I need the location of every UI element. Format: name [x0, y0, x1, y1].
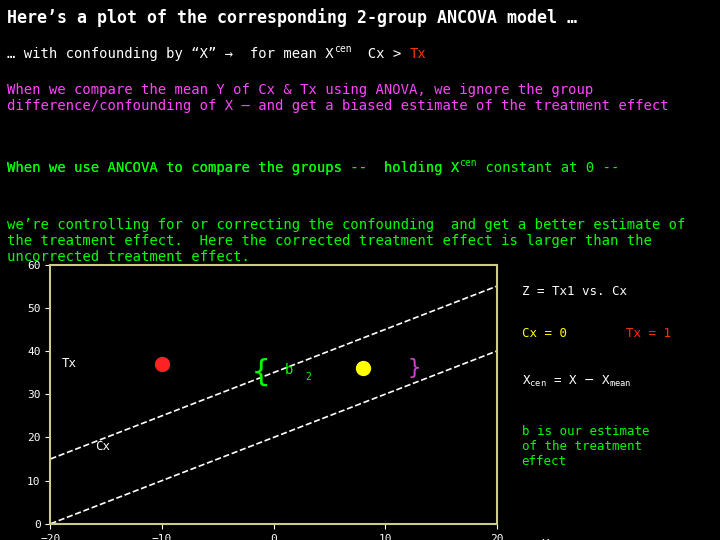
Text: When we use ANCOVA to compare the groups --  holding X: When we use ANCOVA to compare the groups… [7, 161, 459, 175]
Text: 2: 2 [305, 372, 311, 382]
Text: When we compare the mean Y of Cx & Tx using ANOVA, we ignore the group
differenc: When we compare the mean Y of Cx & Tx us… [7, 83, 669, 113]
Text: Cx: Cx [95, 440, 110, 453]
Text: constant at 0 --: constant at 0 -- [477, 161, 619, 175]
Text: Here’s a plot of the corresponding 2-group ANCOVA model …: Here’s a plot of the corresponding 2-gro… [7, 8, 577, 27]
Text: b is our estimate
of the treatment
effect: b is our estimate of the treatment effec… [521, 426, 649, 468]
Text: {: { [252, 358, 270, 387]
Text: … with confounding by “X” →  for mean X: … with confounding by “X” → for mean X [7, 46, 334, 60]
Text: X$_{\mathregular{cen}}$ = X $-$ X$_{\mathregular{mean}}$: X$_{\mathregular{cen}}$ = X $-$ X$_{\mat… [521, 374, 631, 389]
Text: cen: cen [334, 44, 351, 54]
Text: Tx: Tx [410, 46, 427, 60]
Text: }: } [408, 358, 421, 379]
Text: Cx >: Cx > [351, 46, 410, 60]
Text: $\leftarrow$ X$_{\mathregular{cen}}$: $\leftarrow$ X$_{\mathregular{cen}}$ [519, 538, 567, 540]
Text: Tx = 1: Tx = 1 [626, 327, 671, 340]
Text: Z = Tx1 vs. Cx: Z = Tx1 vs. Cx [521, 285, 626, 298]
Text: cen: cen [459, 158, 477, 168]
Text: Tx: Tx [62, 357, 76, 370]
Text: Cx = 0: Cx = 0 [521, 327, 567, 340]
Text: b: b [285, 363, 293, 377]
Text: When we use ANCOVA to compare the groups --  holding X: When we use ANCOVA to compare the groups… [7, 161, 459, 175]
Text: we’re controlling for or correcting the confounding  and get a better estimate o: we’re controlling for or correcting the … [7, 218, 685, 264]
